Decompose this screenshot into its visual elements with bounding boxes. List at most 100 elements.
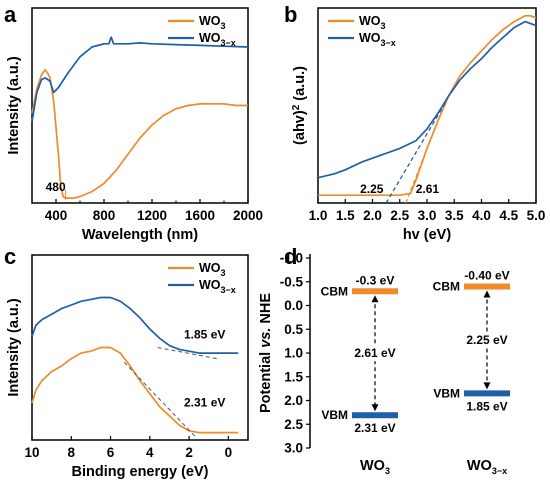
material-name: WO3−x bbox=[467, 458, 507, 476]
legend-label-subscript: 3−x bbox=[221, 285, 236, 295]
series-line-wo3x bbox=[31, 296, 239, 354]
legend-label-base: WO bbox=[199, 261, 221, 275]
vbm-label: VBM bbox=[321, 408, 348, 422]
x-tick-label: 0 bbox=[225, 445, 233, 460]
material-name-subscript: 3−x bbox=[492, 466, 507, 476]
panel-d: d-1.0 -0.5 0.0 0.5 1.0 1.5 2.0 2.5 3.0 Potential … bbox=[258, 244, 510, 476]
legend-label-base: WO bbox=[359, 31, 381, 45]
y-axis-title: Intensity (a.u.) bbox=[6, 298, 22, 396]
y-tick-label: 2.5 bbox=[284, 417, 303, 432]
panel-b-letter: b bbox=[284, 2, 297, 27]
y-axis-title-superscript: 2 bbox=[291, 104, 302, 110]
material-name: WO3 bbox=[360, 458, 390, 476]
x-tick-label: 4.5 bbox=[499, 208, 518, 223]
vbm-value: 1.85 eV bbox=[466, 399, 507, 413]
plot-frame bbox=[31, 254, 249, 441]
vbm-bar bbox=[352, 412, 398, 419]
vbm-label: VBM bbox=[433, 386, 460, 400]
y-axis-title-italic: vs. bbox=[258, 328, 274, 348]
y-axis-title: Potential vs. NHE bbox=[258, 293, 274, 413]
cbm-label: CBM bbox=[433, 280, 460, 294]
annotation-2.31: 2.31 eV bbox=[184, 396, 225, 410]
legend-label: WO3 bbox=[199, 261, 226, 278]
x-tick-label: 1200 bbox=[137, 208, 167, 223]
material-name-base: WO bbox=[467, 458, 492, 474]
cbm-label: CBM bbox=[321, 284, 348, 298]
tangent-line-wo3 bbox=[405, 120, 439, 204]
series-line-wo3 bbox=[31, 68, 248, 199]
y-axis-title: (ahv)2 (a.u.) bbox=[291, 66, 308, 145]
series-line-wo3 bbox=[31, 346, 239, 434]
x-tick-label: 1.0 bbox=[309, 208, 328, 223]
x-tick-label: 2000 bbox=[233, 208, 263, 223]
gap-label-bg bbox=[352, 345, 398, 362]
cbm-value: -0.40 eV bbox=[464, 269, 509, 283]
legend-label: WO3−x bbox=[359, 31, 396, 48]
x-tick-label: 2 bbox=[185, 445, 193, 460]
x-tick-label: 10 bbox=[24, 445, 39, 460]
tangent-line-wo3x bbox=[385, 101, 447, 204]
cbm-bar bbox=[352, 288, 398, 295]
y-axis-title-suffix: NHE bbox=[258, 293, 274, 328]
legend-label-subscript: 3−x bbox=[381, 38, 396, 48]
gap-label-bg bbox=[464, 331, 510, 348]
y-axis-title-base: (ahv) bbox=[292, 110, 308, 145]
y-tick-label: -1.0 bbox=[280, 251, 303, 266]
annotation-2.61: 2.61 bbox=[416, 182, 440, 196]
x-tick-label: 3.0 bbox=[418, 208, 437, 223]
legend-label-subscript: 3 bbox=[221, 21, 226, 31]
legend-label-base: WO bbox=[359, 14, 381, 28]
legend-label: WO3−x bbox=[199, 278, 236, 295]
gap-arrow-head-up bbox=[371, 295, 379, 303]
annotation-480: 480 bbox=[46, 180, 66, 194]
x-tick-label: 4 bbox=[146, 445, 154, 460]
x-tick-label: 400 bbox=[45, 208, 68, 223]
gap-arrow-head-down bbox=[483, 382, 491, 390]
material-name-base: WO bbox=[360, 458, 385, 474]
x-tick-label: 6 bbox=[107, 445, 115, 460]
legend-label-base: WO bbox=[199, 14, 221, 28]
x-tick-label: 4.0 bbox=[472, 208, 491, 223]
series-line-wo3x bbox=[31, 36, 249, 122]
y-tick-label: 0.5 bbox=[284, 322, 303, 337]
y-tick-label: 0.0 bbox=[284, 298, 303, 313]
legend-label-subscript: 3 bbox=[381, 21, 386, 31]
y-axis-title-prefix: Potential bbox=[258, 348, 274, 413]
x-axis-title: Wavelength (nm) bbox=[82, 227, 198, 243]
legend-label-subscript: 3 bbox=[221, 268, 226, 278]
legend-label: WO3−x bbox=[199, 31, 236, 48]
material-name-subscript: 3 bbox=[385, 466, 390, 476]
series-line-wo3 bbox=[318, 14, 537, 197]
cbm-value: -0.3 eV bbox=[356, 273, 395, 287]
x-tick-label: 3.5 bbox=[445, 208, 464, 223]
fit-line-wo3 bbox=[123, 361, 196, 437]
legend-label-subscript: 3−x bbox=[221, 38, 236, 48]
y-tick-label: 1.5 bbox=[284, 369, 303, 384]
annotation-2.25: 2.25 bbox=[360, 182, 384, 196]
x-tick-label: 1.5 bbox=[336, 208, 355, 223]
legend-label: WO3 bbox=[359, 14, 386, 31]
x-tick-label: 5.0 bbox=[527, 208, 546, 223]
y-axis-title: Intensity (a.u.) bbox=[6, 56, 22, 154]
gap-arrow-head-down bbox=[371, 404, 379, 412]
panel-c: c 10 8 6 4 2 0 Binding energy (eV) Intensity (a.… bbox=[4, 244, 249, 480]
x-tick-label: 2.5 bbox=[390, 208, 409, 223]
vbm-bar bbox=[464, 390, 510, 397]
x-tick-label: 2.0 bbox=[363, 208, 382, 223]
legend-label: WO3 bbox=[199, 14, 226, 31]
y-tick-label: 2.0 bbox=[284, 393, 303, 408]
fit-line-wo3x bbox=[157, 347, 217, 360]
y-tick-label: 3.0 bbox=[284, 441, 303, 456]
x-tick-label: 8 bbox=[68, 445, 76, 460]
panel-b: b 1.0 1.5 2.0 2.5 3.0 3.5 4.0 4.5 5.0 hv (eV) (ahv)… bbox=[284, 2, 545, 243]
x-tick-label: 1600 bbox=[185, 208, 215, 223]
legend-label-base: WO bbox=[199, 278, 221, 292]
gap-label: 2.61 eV bbox=[354, 346, 395, 360]
gap-label: 2.25 eV bbox=[466, 333, 507, 347]
y-tick-label: 1.0 bbox=[284, 346, 303, 361]
x-axis-title: Binding energy (eV) bbox=[72, 464, 209, 480]
panel-d-letter: d bbox=[284, 244, 297, 269]
y-axis-title-suffix: (a.u.) bbox=[292, 66, 308, 105]
x-axis-title: hv (eV) bbox=[403, 227, 452, 243]
